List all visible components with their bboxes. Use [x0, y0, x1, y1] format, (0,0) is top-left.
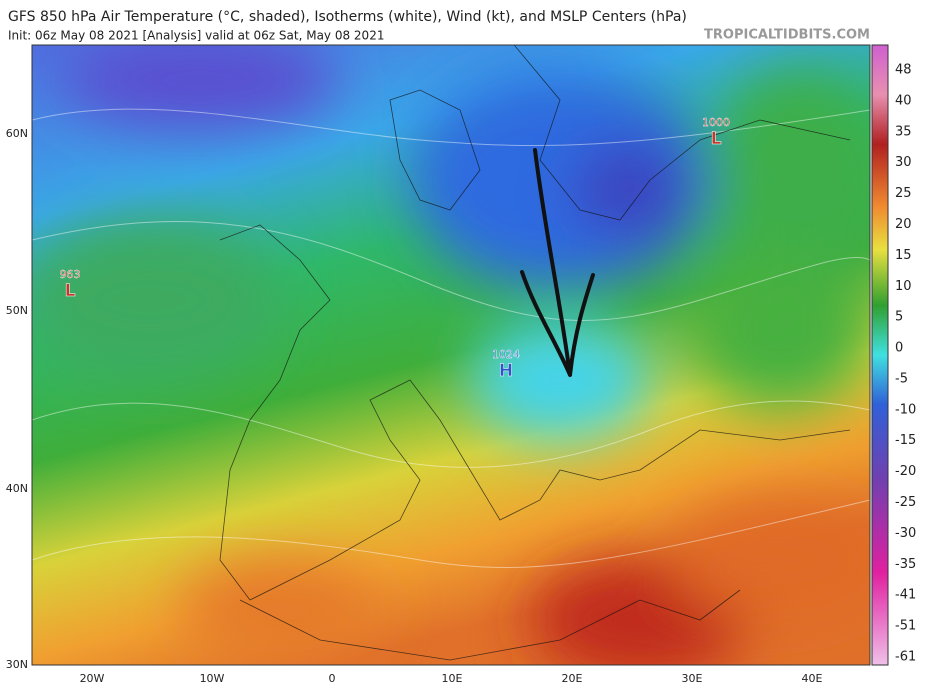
map-frame [31, 44, 871, 666]
colorbar-label: -15 [895, 433, 916, 448]
pressure-value: 1024 [492, 348, 520, 361]
title: GFS 850 hPa Air Temperature (°C, shaded)… [8, 9, 687, 25]
latitude-label: 60N [6, 127, 28, 140]
colorbar-label: 10 [895, 279, 912, 294]
colorbar-label: 15 [895, 248, 912, 263]
colorbar-label: -5 [895, 371, 908, 386]
colorbar-label: -30 [895, 526, 916, 541]
pressure-value: 1000 [702, 116, 730, 129]
temperature-shading [32, 45, 870, 665]
longitude-label: 20W [80, 672, 105, 685]
colorbar-label: -61 [895, 650, 916, 665]
colorbar-label: -35 [895, 557, 916, 572]
longitude-label: 10E [442, 672, 463, 685]
colorbar-label: 48 [895, 63, 912, 78]
map-area [32, 45, 870, 665]
hand-drawn-arrow [520, 148, 595, 377]
pressure-value: 963 [60, 268, 81, 281]
colorbar-label: 20 [895, 217, 912, 232]
colorbar [871, 44, 889, 666]
colorbar-label: -41 [895, 588, 916, 603]
colorbar-label: -51 [895, 619, 916, 634]
latitude-label: 40N [6, 482, 28, 495]
colorbar-label: -20 [895, 464, 916, 479]
colorbar-label: 40 [895, 93, 912, 108]
longitude-label: 30E [682, 672, 703, 685]
colorbar-label: -25 [895, 495, 916, 510]
pressure-letter: H [499, 361, 513, 381]
init-line: Init: 06z May 08 2021 [Analysis] valid a… [8, 29, 384, 43]
isotherms [32, 108, 870, 568]
longitude-label: 40E [802, 672, 823, 685]
site-name: TROPICALTIDBITS.COM [704, 28, 870, 43]
coastlines [219, 45, 851, 661]
colorbar-label: -10 [895, 402, 916, 417]
longitude-label: 10W [200, 672, 225, 685]
latitude-label: 30N [6, 658, 28, 671]
colorbar-label: 30 [895, 155, 912, 170]
longitude-label: 20E [562, 672, 583, 685]
colorbar-label: 25 [895, 186, 912, 201]
longitude-label: 0 [329, 672, 336, 685]
colorbar-label: 0 [895, 341, 903, 356]
colorbar-label: 35 [895, 124, 912, 139]
pressure-letter: L [65, 281, 76, 301]
colorbar-label: 5 [895, 310, 903, 325]
pressure-letter: L [711, 129, 722, 149]
latitude-label: 50N [6, 304, 28, 317]
